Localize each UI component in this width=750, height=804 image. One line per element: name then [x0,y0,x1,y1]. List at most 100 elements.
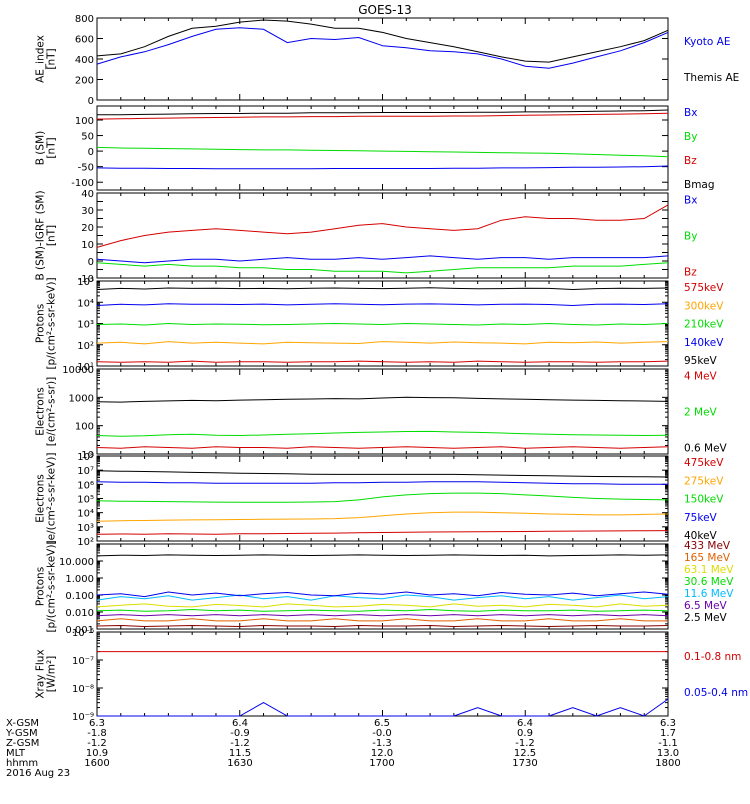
series-line-575kev [96,360,669,363]
x-axis-value: 1630 [227,758,252,769]
x-axis-value: -1.2 [230,738,250,749]
legend-label: 75keV [684,512,718,524]
y-axis-label-line: [e/(cm²-s-sr)] [46,377,58,446]
y-axis-label: Electrons [e/(cm²-s-sr)] [35,377,58,446]
y-tick-label: 10.000 [59,557,94,568]
series-line-bz [96,112,669,120]
panel-xray: 10⁻⁹ 10⁻⁸ 10⁻⁷ 10⁻⁶ 0.1-0.8 nm 0.05-0.4 nm Xra… [35,628,749,723]
x-axis-row-label: MLT [6,748,26,759]
legend-label: 165 MeV [684,552,731,564]
y-tick-label: 100 [75,422,94,433]
y-tick-label: 40 [81,189,94,200]
x-axis-row-label: X-GSM [6,718,39,729]
y-tick-label: 10⁻⁷ [72,656,94,667]
series-line-11.6-mev [96,594,669,601]
legend-label: By [684,231,697,243]
y-tick-label: 0.001 [65,625,94,636]
x-axis-value: 13.0 [657,748,679,759]
series-line-unnamed [96,591,669,598]
series-line-bmag [97,109,669,116]
y-axis-label: B (SM) [nT] [35,131,58,165]
x-axis-value: 1800 [655,758,680,769]
series-line-0.6-mev [96,396,669,403]
y-tick-label: 10⁵ [77,495,94,506]
panel-ae: 0 200 400 600 800 Kyoto AE Themis AE AE_index [n… [35,14,740,107]
x-axis-value: -0.9 [230,728,250,739]
y-tick-label: -10 [78,274,94,285]
x-axis-value: 1700 [369,758,394,769]
series-line-40kev [96,470,669,478]
x-axis-value: 1.7 [660,728,676,739]
y-tick-label: 0 [88,257,94,268]
x-axis-value: -1.2 [515,738,535,749]
legend-label: Bmag [684,179,715,191]
y-axis-label: Protons [p/(cm²-s-sr-keV)] [35,277,58,369]
y-tick-label: 50 [81,132,94,143]
series-line-30.6-mev [96,608,669,612]
x-axis-value: -0.0 [372,728,392,739]
series-line-2.5-mev [96,554,669,557]
y-axis-label-line: [nT] [46,48,58,69]
y-axis-label: Electrons [e/(cm²-s-sr-keV)] [35,453,58,545]
series-line-0.05-0.4-nm [97,698,669,717]
series-line-by [96,146,669,158]
y-axis-label-line: [nT] [46,225,58,246]
chart-title: GOES-13 [358,3,412,17]
y-tick-label: -50 [78,163,94,174]
x-axis-value: 12.5 [514,748,536,759]
legend-label: 575keV [684,282,724,294]
x-axis-value: 1600 [84,758,109,769]
series-line-140kev [96,303,669,307]
panel-protons1: 10¹ 10² 10³ 10⁴ 10⁵ 575keV 300keV 210keV 140keV 9… [35,277,725,373]
y-axis-label-line: B (SM)-IGRF (SM) [35,190,47,280]
series-line-63.1-mev [96,603,669,608]
y-tick-label: 0 [88,147,94,158]
x-axis-value: 6.3 [660,718,676,729]
y-axis-label-line: Xray Flux [35,649,47,698]
y-axis-label-line: [p/(cm²-s-sr-keV)] [46,540,58,632]
y-tick-label: 0.010 [65,608,94,619]
y-tick-label: 10¹ [77,362,94,373]
series-line-by [96,262,669,274]
x-axis-value: 0.9 [517,728,533,739]
series-line-95kev [96,287,669,291]
legend-label: 0.05-0.4 nm [684,687,748,699]
x-axis-table: X-GSM 6.3 6.4 6.5 6.4 6.3 Y-GSM -1.8 -0.9 -0.0 0.9… [5,718,681,779]
x-axis-value: 6.3 [89,718,105,729]
y-axis-label: Xray Flux [W/m²] [35,649,58,698]
y-tick-label: -100 [71,178,94,189]
series-line-210kev [96,322,669,326]
legend-label: 475keV [684,457,724,469]
y-tick-label: 30 [81,206,94,217]
series-line-kyoto-ae [96,27,669,69]
x-axis-value: 10.9 [86,748,108,759]
legend-label: 275keV [684,475,724,487]
series-line-bx [96,165,669,170]
legend-label: 433 MeV [684,540,731,552]
panel-bsm: -100 -50 0 50 100 Bx By Bz Bmag B (SM) [nT] [35,105,715,191]
panel-bigrf: 0 10 20 30 40 -10 Bx By Bz B (SM)-IGRF (SM) [nT] [35,189,698,285]
series-line-433-mev [96,624,669,628]
series-line-6.5-mev [96,614,669,617]
y-tick-label: 10⁸ [77,452,94,463]
panel-frame [96,17,669,101]
x-axis-value: -1.8 [87,728,107,739]
y-tick-label: 10⁻⁹ [72,712,94,723]
y-axis-label: Protons [p/(cm²-s-sr-keV)] [35,540,58,632]
y-tick-label: 800 [75,14,94,25]
x-axis-row-label: hhmm [6,758,38,769]
y-axis-label-line: Protons [35,304,47,343]
legend-label: By [684,131,697,143]
y-tick-label: 600 [75,35,94,46]
legend-label: 0.6 MeV [684,443,728,455]
y-tick-label: 10⁴ [77,509,94,520]
y-tick-label: 400 [75,55,94,66]
x-axis-value: 11.5 [229,748,251,759]
legend-label: 40keV [684,530,718,542]
legend-label: 6.5 MeV [684,600,728,612]
x-axis-value: 6.4 [517,718,533,729]
legend-label: Bx [684,107,697,119]
legend-label: 140keV [684,337,724,349]
x-axis-date: 2016 Aug 23 [6,768,70,779]
